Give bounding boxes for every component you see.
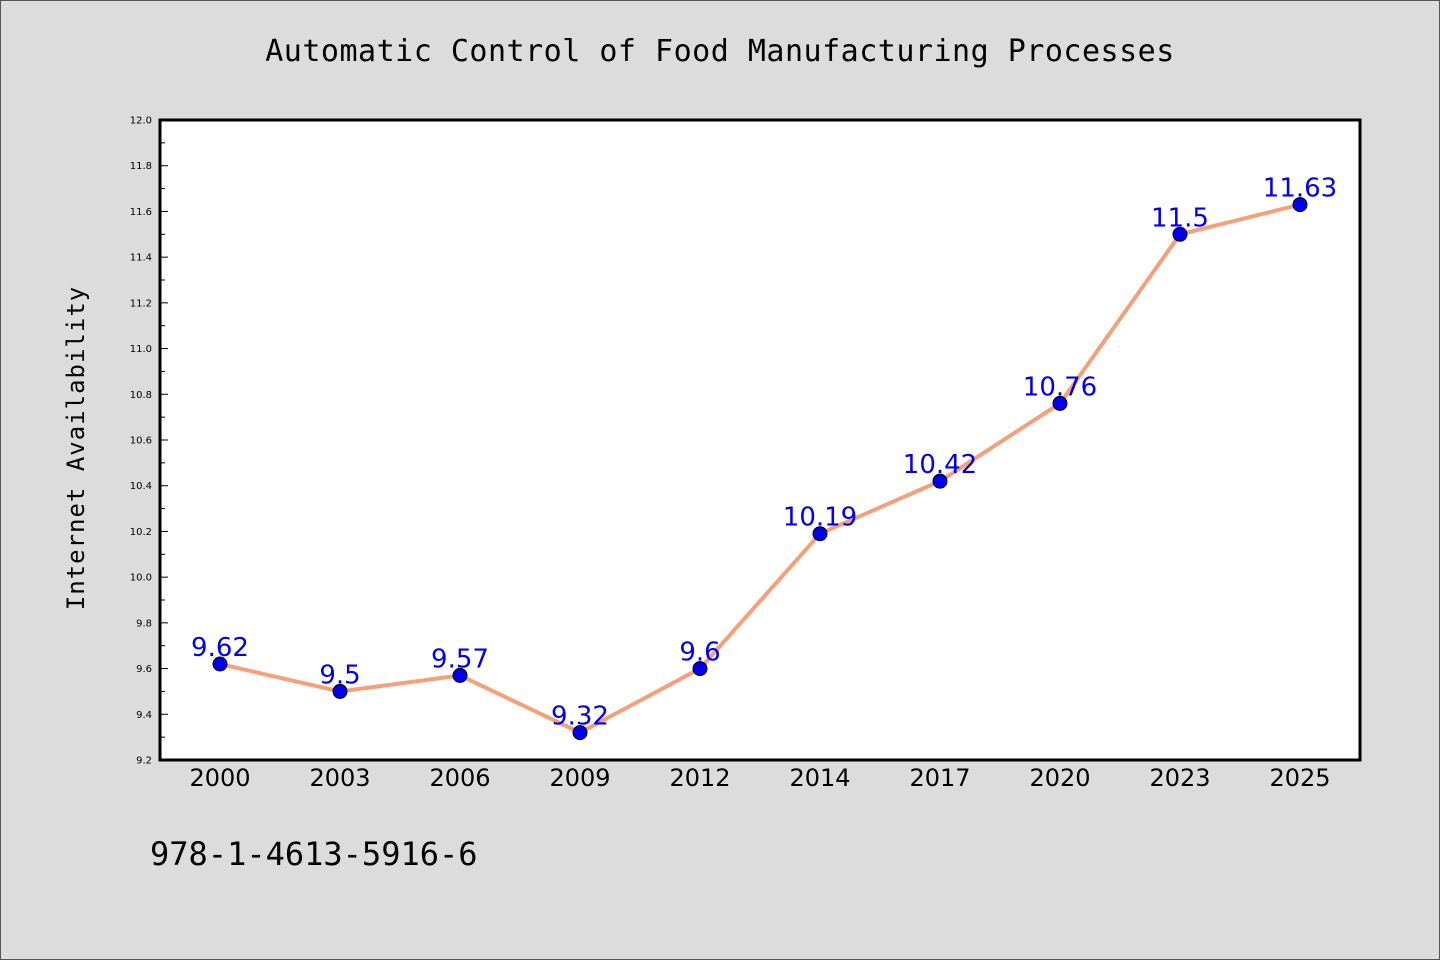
- data-point: [572, 725, 588, 741]
- x-tick-label: 2003: [309, 764, 370, 792]
- data-point: [332, 683, 348, 699]
- data-labels: 9.62 9.5 9.57 9.32 9.6 10.19 10.42 10.76 11.5 11.…: [191, 174, 1337, 732]
- data-point: [812, 526, 828, 542]
- data-label: 9.5: [319, 660, 360, 690]
- data-label: 9.32: [551, 702, 609, 732]
- x-tick-label: 2000: [189, 764, 250, 792]
- x-tick-label: 2014: [789, 764, 850, 792]
- x-tick-label: 2025: [1269, 764, 1330, 792]
- y-tick-label: 11.4: [130, 253, 152, 264]
- series-line: [219, 202, 1301, 735]
- y-tick-label: 11.8: [130, 161, 152, 172]
- y-axis: 9.2 9.4 9.6 9.8 10.0 10.2 10.4 10.6 10.8 11.0 11.2…: [130, 116, 168, 767]
- y-tick-label: 9.6: [136, 664, 152, 675]
- y-tick-label: 9.8: [136, 618, 152, 629]
- data-label: 10.19: [783, 503, 857, 533]
- y-tick-label: 11.2: [130, 298, 152, 309]
- data-point: [1292, 197, 1308, 213]
- data-markers: [212, 197, 1308, 741]
- data-label: 9.62: [191, 633, 249, 663]
- y-tick-label: 9.2: [136, 756, 152, 767]
- x-tick-label: 2009: [549, 764, 610, 792]
- data-point: [1172, 226, 1188, 242]
- data-point: [212, 656, 228, 672]
- data-point: [692, 661, 708, 677]
- y-tick-label: 9.4: [136, 710, 152, 721]
- x-tick-label: 2020: [1029, 764, 1090, 792]
- data-point: [452, 667, 468, 683]
- data-point: [1052, 395, 1068, 411]
- y-tick-label: 12.0: [130, 116, 152, 127]
- y-tick-label: 10.4: [130, 481, 152, 492]
- data-label: 9.6: [679, 638, 720, 668]
- x-tick-label: 2023: [1149, 764, 1210, 792]
- data-label: 10.76: [1023, 372, 1097, 402]
- x-tick-label: 2012: [669, 764, 730, 792]
- data-label: 11.63: [1263, 174, 1337, 204]
- y-tick-label: 10.0: [130, 573, 152, 584]
- footer-identifier: 978-1-4613-5916-6: [150, 835, 478, 873]
- y-tick-label: 10.6: [130, 436, 152, 447]
- x-axis: 2000 2003 2006 2009 2012 2014 2017 2020 2023 2025: [189, 764, 1330, 792]
- y-tick-label: 10.8: [130, 390, 152, 401]
- y-tick-label: 10.2: [130, 527, 152, 538]
- x-tick-label: 2006: [429, 764, 490, 792]
- plot-area: [158, 118, 1362, 762]
- data-label: 11.5: [1151, 203, 1209, 233]
- y-tick-label: 11.6: [130, 207, 152, 218]
- data-point: [932, 473, 948, 489]
- y-tick-label: 11.0: [130, 344, 152, 355]
- x-tick-label: 2017: [909, 764, 970, 792]
- data-label: 10.42: [903, 450, 977, 480]
- data-label: 9.57: [431, 644, 489, 674]
- chart-title: Automatic Control of Food Manufacturing …: [265, 34, 1175, 69]
